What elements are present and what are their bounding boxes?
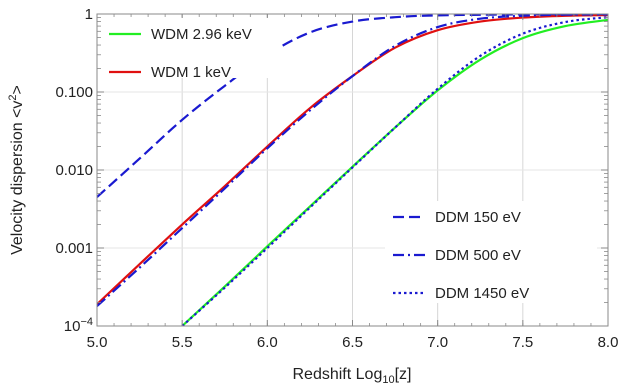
- legend-label-wdm-1-kev: WDM 1 keV: [151, 64, 231, 81]
- x-tick-label: 7.0: [427, 334, 448, 351]
- legend-label-wdm-2-96-kev: WDM 2.96 keV: [151, 26, 252, 43]
- legend-box: [101, 18, 279, 78]
- x-tick-label: 5.5: [172, 334, 193, 351]
- x-tick-labels: 5.0 5.5 6.0 6.5 7.0 7.5 8.0: [87, 334, 619, 351]
- ticks: [96, 13, 609, 327]
- x-tick-label: 5.0: [87, 334, 108, 351]
- y-tick-label: 0.001: [55, 240, 93, 257]
- y-axis-title: Velocity dispersion <v2>: [7, 85, 26, 255]
- x-axis-title: Redshift Log10[z]: [293, 366, 412, 386]
- series-line-ddm-150-ev: [97, 14, 608, 198]
- x-tick-label: 6.5: [342, 334, 363, 351]
- legend-top-left: WDM 2.96 keV WDM 1 keV: [101, 18, 279, 81]
- y-tick-label: 0.010: [55, 162, 93, 179]
- legend-bottom-right: DDM 150 eV DDM 500 eV DDM 1450 eV: [385, 201, 597, 303]
- legend-label-ddm-1450-ev: DDM 1450 eV: [435, 285, 529, 302]
- x-axis-title-subscript: 10: [382, 374, 394, 386]
- y-tick-label: 10−4: [64, 316, 93, 335]
- legend-label-ddm-500-ev: DDM 500 eV: [435, 247, 521, 264]
- y-tick-labels: 1 0.100 0.010 0.001 10−4: [55, 6, 93, 335]
- series-line-ddm-1450-ev: [181, 16, 608, 326]
- y-tick-label: 0.100: [55, 84, 93, 101]
- y-tick-label: 1: [85, 6, 93, 23]
- x-tick-label: 7.5: [512, 334, 533, 351]
- series-line-wdm-2-96-kev: [181, 18, 608, 326]
- y-axis-title-superscript: 2: [7, 94, 19, 100]
- legend-box: [385, 201, 597, 303]
- y-axis-title-tail: >: [9, 85, 26, 94]
- legend-label-ddm-150-ev: DDM 150 eV: [435, 209, 521, 226]
- x-axis-title-tail: [z]: [395, 366, 412, 383]
- x-tick-label: 8.0: [598, 334, 619, 351]
- x-tick-label: 6.0: [257, 334, 278, 351]
